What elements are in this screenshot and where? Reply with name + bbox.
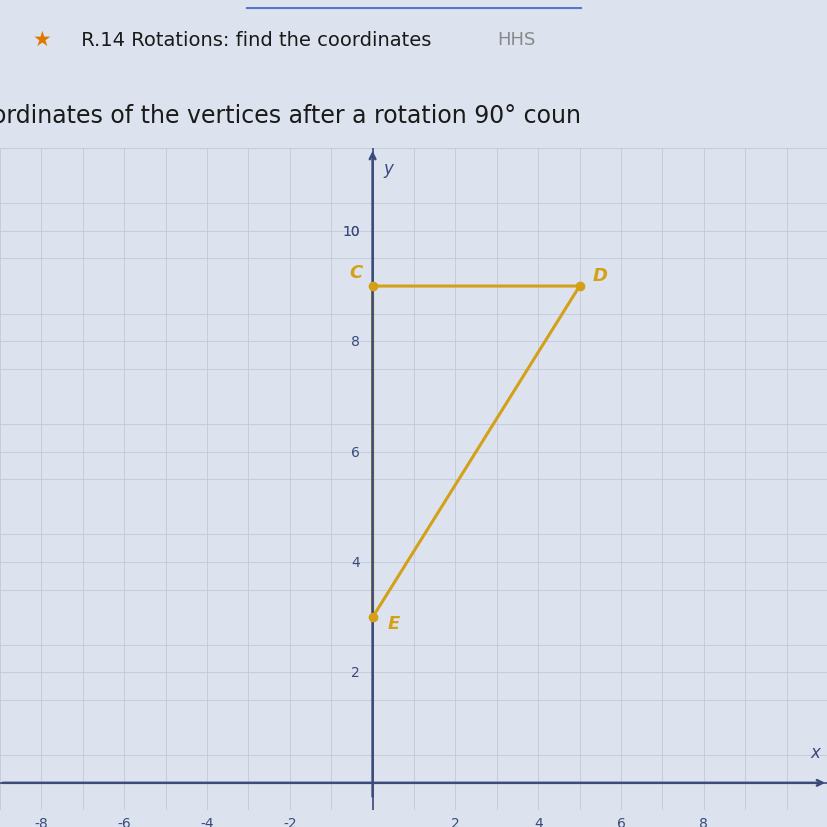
Text: y: y (382, 160, 392, 178)
Text: 2: 2 (351, 666, 360, 680)
Text: E: E (387, 614, 399, 632)
Text: -4: -4 (200, 816, 213, 827)
Text: HHS: HHS (496, 31, 534, 49)
Text: x: x (810, 743, 820, 761)
Text: D: D (592, 266, 607, 284)
Text: 2: 2 (451, 816, 459, 827)
Text: 6: 6 (351, 445, 360, 459)
Text: ordinates of the vertices after a rotation 90° coun: ordinates of the vertices after a rotati… (0, 104, 580, 127)
Text: 10: 10 (342, 225, 360, 238)
Text: 10: 10 (342, 225, 360, 238)
Text: 4: 4 (533, 816, 542, 827)
Text: C: C (349, 264, 362, 282)
Text: ★: ★ (33, 30, 52, 50)
Text: R.14 Rotations: find the coordinates: R.14 Rotations: find the coordinates (74, 31, 437, 50)
Text: -8: -8 (35, 816, 48, 827)
Text: 8: 8 (351, 335, 360, 349)
Text: 6: 6 (616, 816, 624, 827)
Text: 8: 8 (699, 816, 707, 827)
Text: -2: -2 (283, 816, 296, 827)
Text: -6: -6 (117, 816, 131, 827)
Text: 4: 4 (351, 556, 360, 569)
